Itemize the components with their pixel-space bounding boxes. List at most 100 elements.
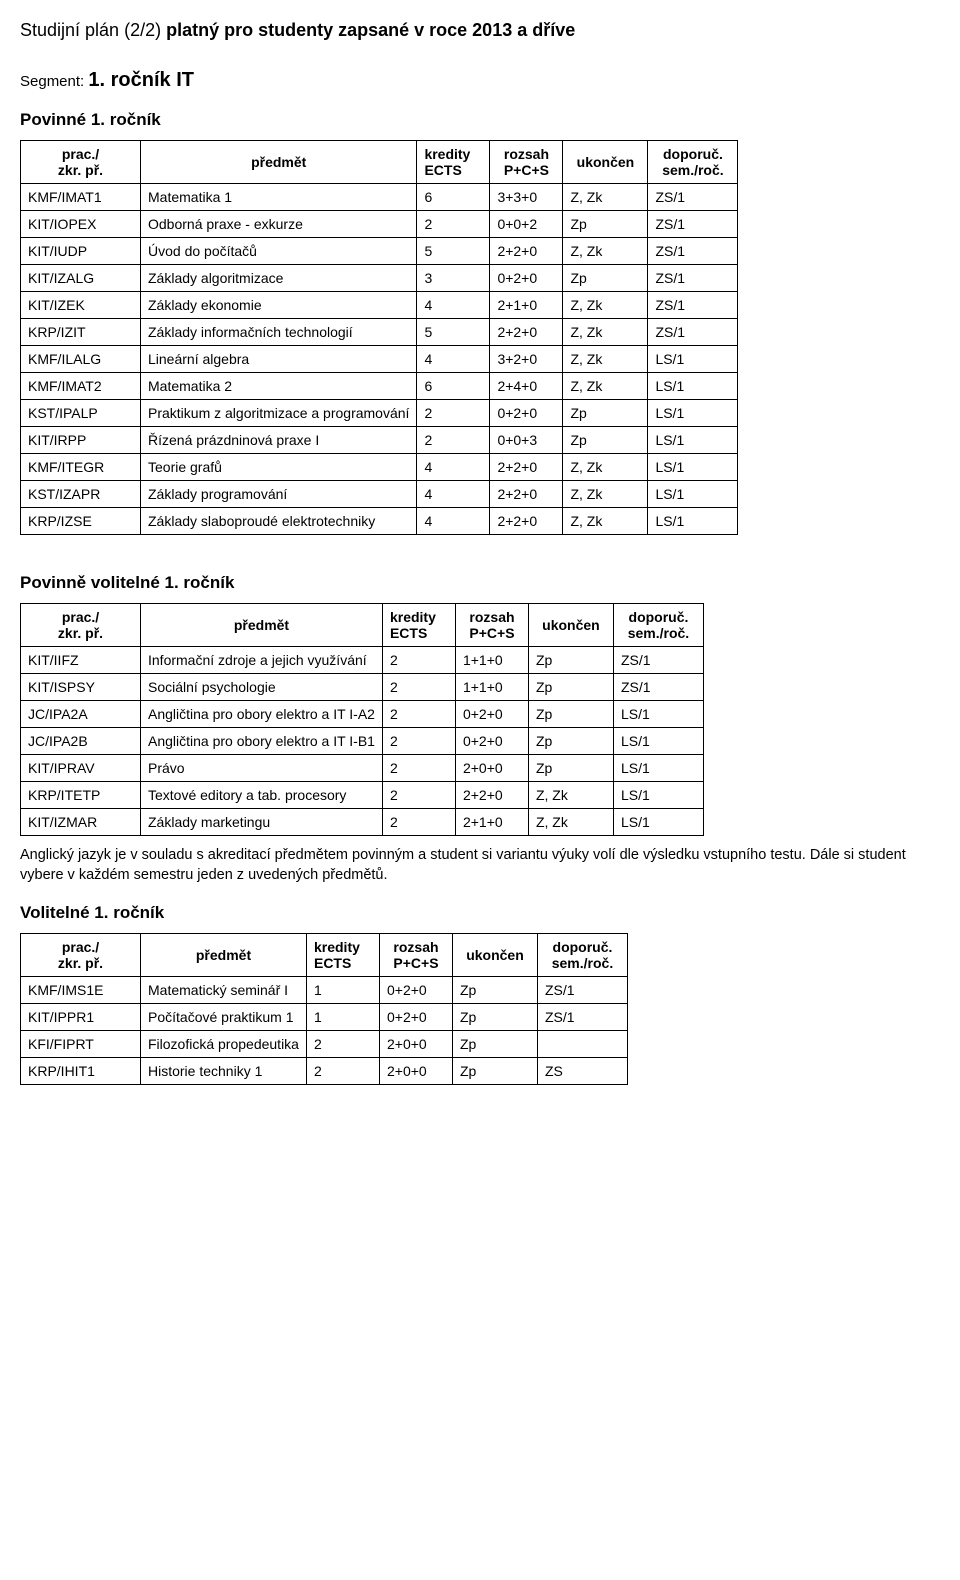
- cell: Z, Zk: [563, 508, 648, 535]
- section-title-povinne-vol: Povinně volitelné 1. ročník: [20, 573, 940, 593]
- cell: KMF/IMS1E: [21, 977, 141, 1004]
- cell: ZS/1: [648, 238, 738, 265]
- cell: Odborná praxe - exkurze: [141, 211, 417, 238]
- cell: 2+2+0: [455, 782, 528, 809]
- title-prefix: Studijní plán (2/2): [20, 20, 166, 40]
- cell: Z, Zk: [563, 184, 648, 211]
- cell: 0+2+0: [379, 1004, 452, 1031]
- cell: JC/IPA2B: [21, 728, 141, 755]
- cell: Zp: [528, 701, 613, 728]
- table-row: KIT/IOPEXOdborná praxe - exkurze20+0+2Zp…: [21, 211, 738, 238]
- cell: KIT/IZEK: [21, 292, 141, 319]
- table-row: KIT/IRPPŘízená prázdninová praxe I20+0+3…: [21, 427, 738, 454]
- page-title: Studijní plán (2/2) platný pro studenty …: [20, 20, 940, 41]
- cell: 2: [417, 400, 490, 427]
- cell: Z, Zk: [563, 373, 648, 400]
- cell: Základy algoritmizace: [141, 265, 417, 292]
- cell: Z, Zk: [563, 292, 648, 319]
- cell: Úvod do počítačů: [141, 238, 417, 265]
- cell: 4: [417, 508, 490, 535]
- cell: ZS/1: [648, 184, 738, 211]
- cell: KRP/ITETP: [21, 782, 141, 809]
- cell: Textové editory a tab. procesory: [141, 782, 383, 809]
- segment-line: Segment: 1. ročník IT: [20, 69, 940, 92]
- cell: LS/1: [648, 454, 738, 481]
- cell: 0+2+0: [490, 400, 563, 427]
- table-row: KIT/IZEKZáklady ekonomie42+1+0Z, ZkZS/1: [21, 292, 738, 319]
- cell: Historie techniky 1: [141, 1058, 307, 1085]
- cell: ZS/1: [648, 265, 738, 292]
- cell: Z, Zk: [563, 346, 648, 373]
- cell: 5: [417, 238, 490, 265]
- cell: KFI/FIPRT: [21, 1031, 141, 1058]
- cell: 2: [382, 674, 455, 701]
- cell: Zp: [563, 400, 648, 427]
- cell: Filozofická propedeutika: [141, 1031, 307, 1058]
- cell: KIT/IPRAV: [21, 755, 141, 782]
- cell: 4: [417, 454, 490, 481]
- cell: KIT/IUDP: [21, 238, 141, 265]
- segment-label: Segment:: [20, 73, 88, 90]
- cell: 3+3+0: [490, 184, 563, 211]
- th-rozsah: rozsahP+C+S: [455, 604, 528, 647]
- th-subject: předmět: [141, 604, 383, 647]
- table-povinne-vol: prac./zkr. př.předmětkredityECTSrozsahP+…: [20, 603, 704, 836]
- section-title-povinne: Povinné 1. ročník: [20, 110, 940, 130]
- cell: 0+2+0: [455, 701, 528, 728]
- th-code: prac./zkr. př.: [21, 934, 141, 977]
- cell: KMF/ITEGR: [21, 454, 141, 481]
- cell: ZS/1: [648, 292, 738, 319]
- cell: Zp: [563, 265, 648, 292]
- cell: KMF/IMAT2: [21, 373, 141, 400]
- cell: 3+2+0: [490, 346, 563, 373]
- cell: Zp: [528, 674, 613, 701]
- cell: Základy slaboproudé elektrotechniky: [141, 508, 417, 535]
- cell: 2+2+0: [490, 319, 563, 346]
- th-rozsah: rozsahP+C+S: [490, 141, 563, 184]
- cell: 0+0+3: [490, 427, 563, 454]
- cell: Zp: [528, 647, 613, 674]
- section-title-volitelne: Volitelné 1. ročník: [20, 903, 940, 923]
- th-ukoncen: ukončen: [528, 604, 613, 647]
- table-row: KRP/IHIT1Historie techniky 122+0+0ZpZS: [21, 1058, 628, 1085]
- cell: 2+2+0: [490, 238, 563, 265]
- cell: LS/1: [648, 373, 738, 400]
- cell: KIT/IZMAR: [21, 809, 141, 836]
- cell: 4: [417, 292, 490, 319]
- table-volitelne: prac./zkr. př.předmětkredityECTSrozsahP+…: [20, 933, 628, 1085]
- th-rozsah: rozsahP+C+S: [379, 934, 452, 977]
- cell: KIT/IIFZ: [21, 647, 141, 674]
- cell: 2: [382, 782, 455, 809]
- th-ects: kredityECTS: [382, 604, 455, 647]
- table-row: KMF/IMS1EMatematický seminář I10+2+0ZpZS…: [21, 977, 628, 1004]
- table-row: JC/IPA2BAngličtina pro obory elektro a I…: [21, 728, 704, 755]
- cell: Sociální psychologie: [141, 674, 383, 701]
- cell: 4: [417, 346, 490, 373]
- cell: LS/1: [613, 755, 703, 782]
- cell: Z, Zk: [563, 454, 648, 481]
- cell: ZS/1: [648, 319, 738, 346]
- cell: 1+1+0: [455, 674, 528, 701]
- cell: LS/1: [613, 809, 703, 836]
- cell: 0+2+0: [455, 728, 528, 755]
- cell: 3: [417, 265, 490, 292]
- cell: LS/1: [648, 346, 738, 373]
- cell: 2: [306, 1031, 379, 1058]
- segment-value: 1. ročník IT: [88, 69, 194, 91]
- table-row: KRP/IZSEZáklady slaboproudé elektrotechn…: [21, 508, 738, 535]
- cell: ZS/1: [613, 647, 703, 674]
- cell: ZS/1: [648, 211, 738, 238]
- cell: 2: [417, 211, 490, 238]
- table-row: KMF/ILALGLineární algebra43+2+0Z, ZkLS/1: [21, 346, 738, 373]
- table-row: KIT/IUDPÚvod do počítačů52+2+0Z, ZkZS/1: [21, 238, 738, 265]
- table-row: KIT/IZALGZáklady algoritmizace30+2+0ZpZS…: [21, 265, 738, 292]
- cell: ZS/1: [613, 674, 703, 701]
- th-subject: předmět: [141, 934, 307, 977]
- cell: KIT/IZALG: [21, 265, 141, 292]
- cell: 2: [382, 809, 455, 836]
- cell: Základy programování: [141, 481, 417, 508]
- cell: JC/IPA2A: [21, 701, 141, 728]
- cell: Teorie grafů: [141, 454, 417, 481]
- cell: Základy ekonomie: [141, 292, 417, 319]
- cell: 2: [382, 755, 455, 782]
